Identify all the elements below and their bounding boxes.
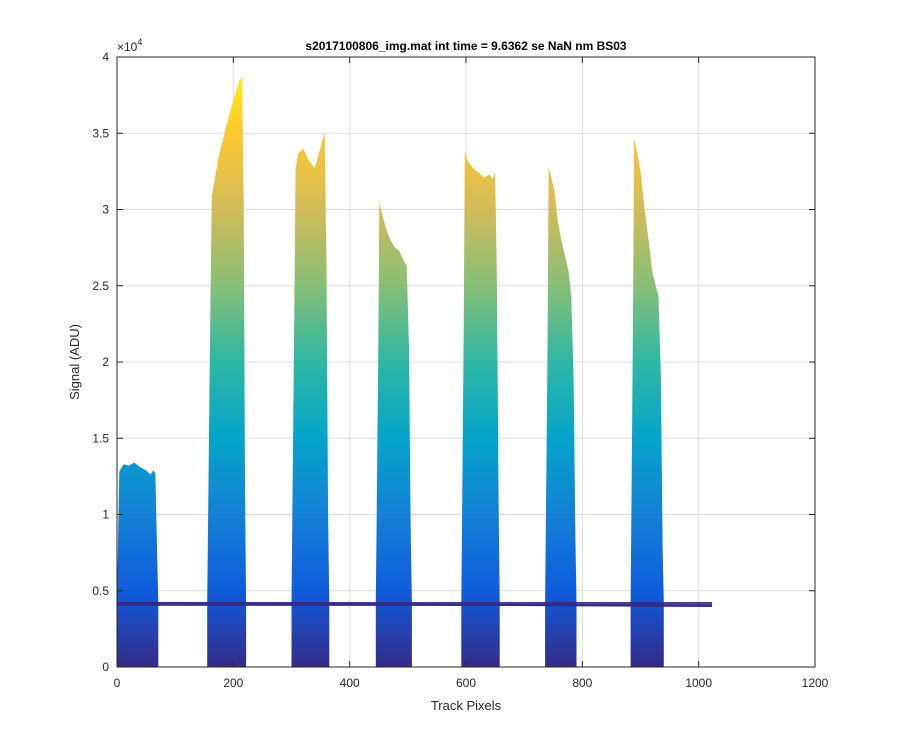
y-tick-label: 3	[102, 203, 109, 217]
x-tick-label: 1000	[685, 676, 712, 690]
y-tick-label: 2.5	[92, 279, 109, 293]
signal-peak-5	[461, 151, 500, 668]
chart-title: s2017100806_img.mat int time = 9.6362 se…	[305, 39, 627, 53]
signal-peak-2	[207, 76, 247, 668]
x-tick-label: 1200	[802, 676, 829, 690]
x-axis-label: Track Pixels	[431, 698, 502, 713]
data-layer	[116, 76, 713, 668]
y-tick-label: 2	[102, 355, 109, 369]
tick-layer: 0 200 400 600 800 1000 1200 0 0.5 1 1.5 2 2.5 3 3.5 4	[92, 50, 828, 690]
y-tick-label: 4	[102, 50, 109, 64]
y-tick-label: 0	[102, 660, 109, 674]
y-tick-label: 1	[102, 508, 109, 522]
signal-peak-6	[545, 166, 577, 668]
x-tick-label: 0	[114, 676, 121, 690]
signal-peak-4	[375, 201, 412, 667]
y-axis-label: Signal (ADU)	[67, 324, 82, 400]
x-tick-label: 400	[340, 676, 360, 690]
x-tick-label: 800	[572, 676, 592, 690]
y-tick-label: 3.5	[92, 126, 109, 140]
signal-peak-1	[117, 462, 159, 667]
signal-peak-3	[291, 133, 330, 668]
signal-floor-band	[117, 601, 713, 606]
y-tick-label: 1.5	[92, 431, 109, 445]
x-tick-label: 600	[456, 676, 476, 690]
y-axis-exponent: ×104	[117, 37, 142, 54]
x-tick-label: 200	[223, 676, 243, 690]
y-exponent-power: 4	[137, 37, 142, 47]
y-tick-label: 0.5	[92, 584, 109, 598]
signal-peak-7	[630, 137, 664, 668]
y-exponent-base: ×10	[117, 40, 138, 54]
